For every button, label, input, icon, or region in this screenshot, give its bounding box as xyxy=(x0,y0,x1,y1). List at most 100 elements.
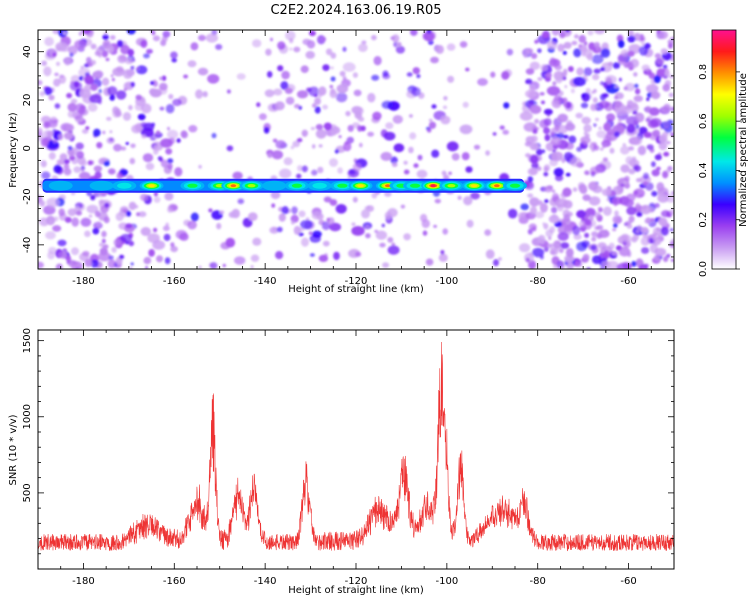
noise-blob xyxy=(451,153,460,161)
noise-blob xyxy=(551,206,558,214)
noise-blob xyxy=(593,123,597,127)
noise-blob xyxy=(413,163,419,168)
noise-blob xyxy=(530,206,537,215)
noise-blob xyxy=(382,262,390,268)
noise-blob xyxy=(580,102,589,109)
noise-blob xyxy=(45,231,56,240)
noise-blob xyxy=(549,242,562,252)
noise-blob xyxy=(459,124,473,135)
noise-blob xyxy=(470,192,480,200)
noise-blob xyxy=(293,46,301,53)
noise-blob xyxy=(99,242,104,247)
noise-blob xyxy=(140,227,151,236)
band-hotspot-level xyxy=(447,184,456,188)
noise-blob xyxy=(42,130,53,139)
noise-blob xyxy=(642,233,649,238)
noise-blob xyxy=(225,237,236,248)
noise-blob xyxy=(90,43,97,50)
noise-blob xyxy=(612,228,617,232)
noise-blob xyxy=(102,39,111,50)
band-hotspot-level xyxy=(385,184,391,188)
noise-blob xyxy=(558,248,564,254)
noise-blob xyxy=(600,81,605,86)
noise-blob xyxy=(573,233,582,240)
noise-blob xyxy=(668,92,674,98)
noise-blob xyxy=(391,242,396,247)
noise-blob xyxy=(592,97,598,103)
noise-blob xyxy=(587,53,593,61)
noise-blob xyxy=(565,30,570,33)
noise-blob xyxy=(301,165,308,173)
noise-blob xyxy=(416,169,428,179)
noise-blob xyxy=(311,211,322,220)
noise-blob xyxy=(215,44,223,50)
noise-blob xyxy=(431,104,437,109)
noise-blob xyxy=(53,164,62,174)
noise-blob xyxy=(94,70,104,79)
noise-blob xyxy=(539,92,545,96)
colorbar-tick-label: 0.6 xyxy=(698,113,709,129)
noise-blob xyxy=(585,218,592,226)
band-hotspot-level xyxy=(148,184,155,188)
noise-blob xyxy=(574,34,579,39)
noise-blob xyxy=(644,43,651,49)
noise-blob xyxy=(366,205,374,212)
noise-blob xyxy=(153,149,159,155)
noise-blob xyxy=(323,122,332,131)
noise-blob xyxy=(335,204,347,214)
noise-blob xyxy=(554,174,564,182)
x-tick-label: -180 xyxy=(72,276,95,287)
noise-blob xyxy=(101,230,107,238)
noise-blob xyxy=(68,45,78,55)
noise-blob xyxy=(520,203,529,211)
noise-blob xyxy=(73,166,81,174)
noise-blob xyxy=(160,159,168,168)
noise-blob xyxy=(120,233,133,243)
noise-blob xyxy=(105,57,110,62)
noise-blob xyxy=(664,80,672,87)
noise-blob xyxy=(590,103,597,112)
noise-blob xyxy=(322,104,328,110)
noise-blob xyxy=(308,30,316,37)
noise-blob xyxy=(661,210,671,218)
noise-blob xyxy=(318,93,322,98)
noise-blob xyxy=(564,254,575,263)
noise-blob xyxy=(46,197,60,208)
noise-blob xyxy=(226,145,234,152)
noise-blob xyxy=(620,145,630,155)
noise-blob xyxy=(433,224,437,228)
noise-blob xyxy=(556,260,564,269)
noise-blob xyxy=(564,224,572,233)
noise-blob xyxy=(49,220,54,224)
noise-blob xyxy=(270,37,273,42)
noise-blob xyxy=(266,71,273,78)
noise-blob xyxy=(211,132,217,139)
noise-blob xyxy=(161,75,167,81)
noise-blob xyxy=(209,262,218,269)
noise-blob xyxy=(532,130,536,134)
noise-blob xyxy=(39,91,45,97)
noise-blob xyxy=(641,42,646,47)
noise-blob xyxy=(358,142,363,148)
noise-blob xyxy=(550,136,562,146)
noise-blob xyxy=(542,222,545,226)
noise-blob xyxy=(563,41,572,49)
noise-blob xyxy=(123,69,133,79)
noise-blob xyxy=(466,219,474,228)
noise-blob xyxy=(438,253,448,262)
noise-blob xyxy=(153,144,159,149)
noise-blob xyxy=(285,96,295,105)
noise-blob xyxy=(652,236,658,243)
noise-blob xyxy=(126,210,132,217)
noise-blob xyxy=(552,81,557,86)
noise-blob xyxy=(364,224,371,230)
noise-blob xyxy=(163,233,171,241)
noise-blob xyxy=(183,74,189,79)
noise-blob xyxy=(63,31,66,35)
snr-y-label: SNR (10 * v/v) xyxy=(8,414,19,485)
noise-blob xyxy=(670,132,674,137)
noise-blob xyxy=(534,118,540,124)
noise-blob xyxy=(391,162,398,168)
noise-blob xyxy=(612,124,625,135)
noise-blob xyxy=(58,208,65,217)
